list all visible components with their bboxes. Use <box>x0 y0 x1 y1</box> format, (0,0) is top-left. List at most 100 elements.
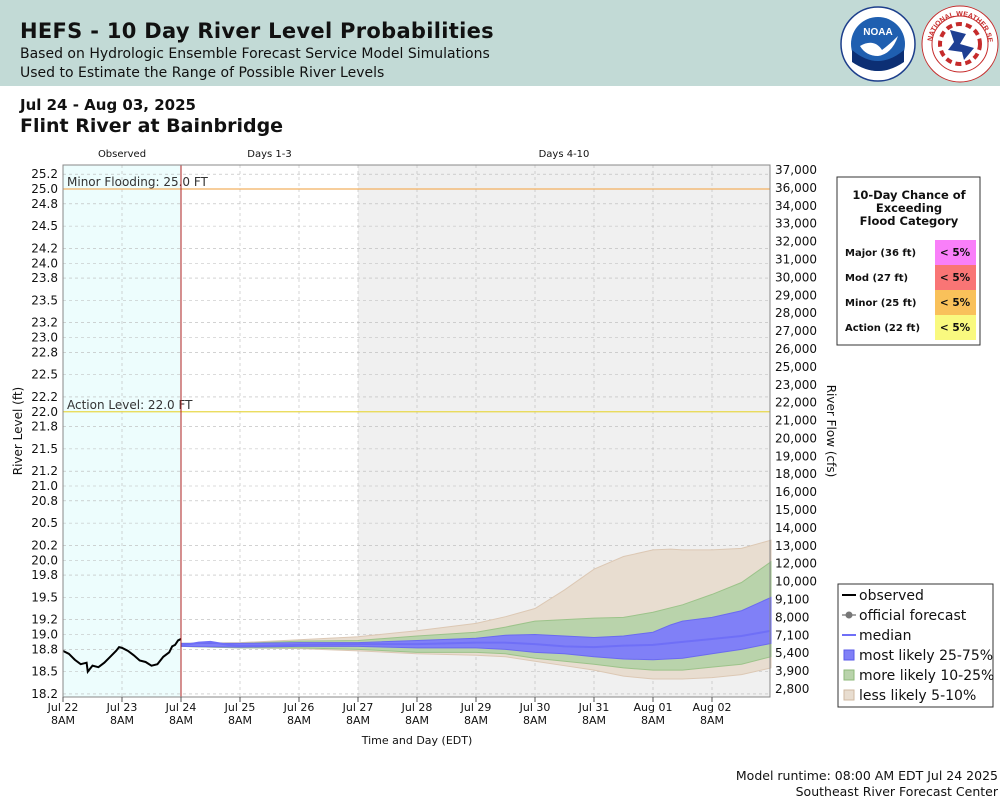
stage-tick-label: 19.2 <box>31 613 58 627</box>
x-tick-time: 8AM <box>523 714 547 727</box>
x-tick-time: 8AM <box>110 714 134 727</box>
flow-tick-label: 7,100 <box>775 628 809 642</box>
stage-tick-label: 20.8 <box>31 494 58 508</box>
flow-tick-label: 12,000 <box>775 557 817 571</box>
subtitle-line-2: Used to Estimate the Range of Possible R… <box>20 65 385 81</box>
exceedance-swatch <box>935 315 976 340</box>
y2-axis-title: River Flow (cfs) <box>824 385 838 478</box>
stage-tick-label: 23.8 <box>31 271 58 285</box>
flow-tick-label: 26,000 <box>775 342 817 356</box>
stage-tick-label: 20.0 <box>31 553 58 567</box>
stage-tick-label: 19.5 <box>31 590 58 604</box>
exceedance-row-value: < 5% <box>940 272 971 284</box>
flow-tick-label: 29,000 <box>775 288 817 302</box>
legend-label: median <box>859 628 911 644</box>
x-tick-day: Jul 31 <box>578 701 610 714</box>
exceedance-row-label: Minor (25 ft) <box>845 298 916 309</box>
exceedance-row-label: Action (22 ft) <box>845 323 920 334</box>
x-tick-day: Aug 02 <box>693 701 732 714</box>
x-tick-time: 8AM <box>51 714 75 727</box>
stage-tick-label: 25.0 <box>31 182 58 196</box>
x-tick-day: Jul 30 <box>519 701 551 714</box>
flow-tick-label: 16,000 <box>775 485 817 499</box>
nws-logo: NATIONAL WEATHER SERVICE <box>920 4 999 83</box>
flow-tick-label: 30,000 <box>775 270 817 284</box>
station-name: Flint River at Bainbridge <box>20 115 284 137</box>
flow-tick-label: 15,000 <box>775 503 817 517</box>
flow-tick-label: 31,000 <box>775 252 817 266</box>
flow-tick-label: 34,000 <box>775 199 817 213</box>
y-axis-title: River Level (ft) <box>11 387 25 475</box>
stage-tick-label: 23.2 <box>31 316 58 330</box>
x-tick-day: Jul 29 <box>460 701 492 714</box>
flow-tick-label: 33,000 <box>775 217 817 231</box>
flow-tick-label: 21,000 <box>775 414 817 428</box>
flow-tick-label: 27,000 <box>775 324 817 338</box>
x-tick-time: 8AM <box>700 714 724 727</box>
flow-tick-label: 20,000 <box>775 431 817 445</box>
flow-tick-label: 5,400 <box>775 646 809 660</box>
exceedance-row-label: Mod (27 ft) <box>845 273 908 284</box>
action-level-label: Action Level: 22.0 FT <box>67 398 193 412</box>
flow-tick-label: 19,000 <box>775 449 817 463</box>
flow-tick-label: 22,000 <box>775 396 817 410</box>
exceedance-row-value: < 5% <box>940 322 971 334</box>
stage-tick-label: 18.8 <box>31 642 58 656</box>
flow-tick-label: 10,000 <box>775 575 817 589</box>
flow-tick-label: 14,000 <box>775 521 817 535</box>
flow-tick-label: 23,000 <box>775 378 817 392</box>
stage-tick-label: 24.8 <box>31 197 58 211</box>
period-label-days-4-10: Days 4-10 <box>539 149 590 160</box>
x-tick-day: Jul 26 <box>283 701 315 714</box>
legend-swatch-10-25 <box>843 669 855 681</box>
legend-label: most likely 25-75% <box>859 648 993 664</box>
exceedance-swatch <box>935 265 976 290</box>
stage-tick-label: 24.0 <box>31 256 58 270</box>
legend-label: observed <box>859 588 924 604</box>
stage-tick-label: 20.2 <box>31 538 58 552</box>
x-tick-day: Aug 01 <box>634 701 673 714</box>
x-tick-time: 8AM <box>641 714 665 727</box>
stage-tick-label: 22.0 <box>31 405 58 419</box>
stage-tick-label: 25.2 <box>31 167 58 181</box>
date-range: Jul 24 - Aug 03, 2025 <box>20 96 196 114</box>
exceedance-title: 10-Day Chance of <box>852 188 966 202</box>
stage-tick-label: 21.2 <box>31 464 58 478</box>
x-tick-day: Jul 28 <box>401 701 433 714</box>
stage-tick-label: 22.5 <box>31 368 58 382</box>
stage-tick-label: 19.0 <box>31 628 58 642</box>
x-axis-title: Time and Day (EDT) <box>361 734 473 747</box>
period-label-observed: Observed <box>98 149 146 160</box>
legend-label: official forecast <box>859 608 967 624</box>
flow-tick-label: 13,000 <box>775 539 817 553</box>
flow-tick-label: 37,000 <box>775 163 817 177</box>
exceedance-title: Exceeding <box>876 201 942 215</box>
exceedance-swatch <box>935 240 976 265</box>
legend-marker-official-forecast <box>845 611 853 619</box>
x-tick-time: 8AM <box>405 714 429 727</box>
stage-tick-label: 21.0 <box>31 479 58 493</box>
x-tick-day: Jul 27 <box>342 701 374 714</box>
flow-tick-label: 36,000 <box>775 181 817 195</box>
period-label-days-1-3: Days 1-3 <box>247 149 291 160</box>
subtitle-line-1: Based on Hydrologic Ensemble Forecast Se… <box>20 46 490 62</box>
exceedance-row-label: Major (36 ft) <box>845 248 916 259</box>
observed-line <box>62 638 182 675</box>
exceedance-row-value: < 5% <box>940 297 971 309</box>
exceedance-swatch <box>935 290 976 315</box>
stage-tick-label: 23.0 <box>31 331 58 345</box>
x-tick-time: 8AM <box>346 714 370 727</box>
stage-tick-label: 20.5 <box>31 516 58 530</box>
stage-tick-label: 21.5 <box>31 442 58 456</box>
exceedance-row-value: < 5% <box>940 247 971 259</box>
header-banner: HEFS - 10 Day River Level Probabilities … <box>0 0 1000 86</box>
stage-tick-label: 18.2 <box>31 687 58 701</box>
stage-tick-label: 23.5 <box>31 293 58 307</box>
x-tick-time: 8AM <box>464 714 488 727</box>
page-title: HEFS - 10 Day River Level Probabilities <box>20 19 494 43</box>
noaa-logo-text: NOAA <box>863 27 892 38</box>
exceedance-title: Flood Category <box>860 214 959 228</box>
flow-tick-label: 3,900 <box>775 664 809 678</box>
flow-tick-label: 28,000 <box>775 306 817 320</box>
stage-tick-label: 24.2 <box>31 241 58 255</box>
